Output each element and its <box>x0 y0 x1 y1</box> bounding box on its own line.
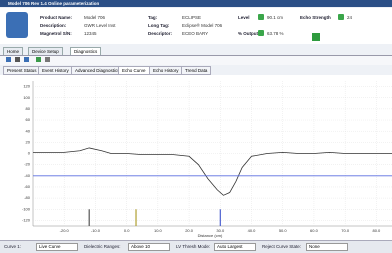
dropdown[interactable]: Above 10 <box>128 243 170 251</box>
field-label: % Output <box>238 31 258 36</box>
toolbar-button[interactable] <box>24 57 29 62</box>
y-tick-label: 120 <box>23 84 30 89</box>
subtab[interactable]: Echo History <box>149 66 183 75</box>
window-title: Model 706 Rev 1.4 Online parameterizatio… <box>8 1 99 6</box>
y-tick-label: -120 <box>22 217 31 222</box>
tab[interactable]: Home <box>3 47 23 55</box>
field-label: Descriptor: <box>148 31 172 36</box>
x-tick-label: -20.0 <box>60 228 70 233</box>
dropdown[interactable]: None <box>306 243 348 251</box>
status-icon <box>258 30 264 36</box>
field-label: Echo Strength <box>300 15 331 20</box>
field-label: Product Name: <box>40 15 72 20</box>
y-tick-label: 100 <box>23 95 30 100</box>
window: Model 706 Rev 1.4 Online parameterizatio… <box>0 0 392 252</box>
field-label: Magnetrol S/N: <box>40 31 72 36</box>
footer-label: Dielectric Ranges: <box>84 244 121 249</box>
subtab[interactable]: Present Status <box>3 66 41 75</box>
x-tick-label: 40.0 <box>248 228 257 233</box>
x-axis-label: Distance (cm) <box>198 233 223 238</box>
y-tick-label: -100 <box>22 206 31 211</box>
y-tick-label: 60 <box>26 117 31 122</box>
x-tick-label: 20.0 <box>185 228 194 233</box>
toolbar-button[interactable] <box>45 57 50 62</box>
field-value: 24 <box>347 15 352 20</box>
footer-label: Curve 1: <box>4 244 21 249</box>
echo-chart: Distance (cm) 120 100 80 60 40 20 0 -20 -40 -60 -8… <box>0 75 392 240</box>
subtab[interactable]: Event History <box>38 66 73 75</box>
dropdown[interactable]: Live Curve <box>36 243 78 251</box>
y-tick-label: -20 <box>24 162 31 167</box>
toolbar-button[interactable] <box>36 57 41 62</box>
x-tick-label: -10.0 <box>91 228 101 233</box>
field-label: Tag: <box>148 15 157 20</box>
footer-label: Reject Curve State: <box>262 244 301 249</box>
field-value: 63.78 % <box>267 31 284 36</box>
tab[interactable]: Diagnostics <box>70 47 101 55</box>
tab[interactable]: Device Setup <box>28 47 63 55</box>
field-value: 90.1 cm <box>267 15 283 20</box>
y-tick-label: 80 <box>26 106 31 111</box>
subtab[interactable]: Echo Curve <box>118 66 150 75</box>
status-icon <box>258 14 264 20</box>
x-tick-label: 80.0 <box>372 228 381 233</box>
x-tick-label: 0.0 <box>124 228 130 233</box>
field-value: ECEO BARY <box>182 31 208 36</box>
field-label: Long Tag: <box>148 23 169 28</box>
subtab[interactable]: Advanced Diagnostics <box>71 66 124 75</box>
y-tick-label: 20 <box>26 139 31 144</box>
y-tick-label: -40 <box>24 173 31 178</box>
toolbar <box>0 55 392 65</box>
footer-label: LV Thresh Mode: <box>176 244 210 249</box>
dropdown[interactable]: Auto Largest <box>214 243 256 251</box>
status-led <box>312 33 320 41</box>
field-value: Model 706 <box>84 15 105 20</box>
x-tick-label: 70.0 <box>341 228 350 233</box>
x-tick-label: 50.0 <box>279 228 288 233</box>
field-value: ECLIPSE <box>182 15 201 20</box>
field-label: Description: <box>40 23 66 28</box>
y-tick-label: 0 <box>28 151 31 156</box>
toolbar-button[interactable] <box>15 57 20 62</box>
x-tick-label: 60.0 <box>310 228 319 233</box>
subtab[interactable]: Trend Data <box>181 66 211 75</box>
y-tick-label: 40 <box>26 128 31 133</box>
field-label: Level <box>238 15 250 20</box>
device-icon <box>6 12 28 38</box>
y-tick-label: -80 <box>24 195 31 200</box>
field-value: 12345 <box>84 31 97 36</box>
curve <box>33 148 392 195</box>
y-tick-label: -60 <box>24 184 31 189</box>
toolbar-button[interactable] <box>6 57 11 62</box>
x-tick-label: 30.0 <box>216 228 225 233</box>
field-value: Eclipse® Model 706 <box>182 23 222 28</box>
x-tick-label: 10.0 <box>154 228 163 233</box>
status-icon <box>338 14 344 20</box>
field-value: GWR Level Inst <box>84 23 116 28</box>
